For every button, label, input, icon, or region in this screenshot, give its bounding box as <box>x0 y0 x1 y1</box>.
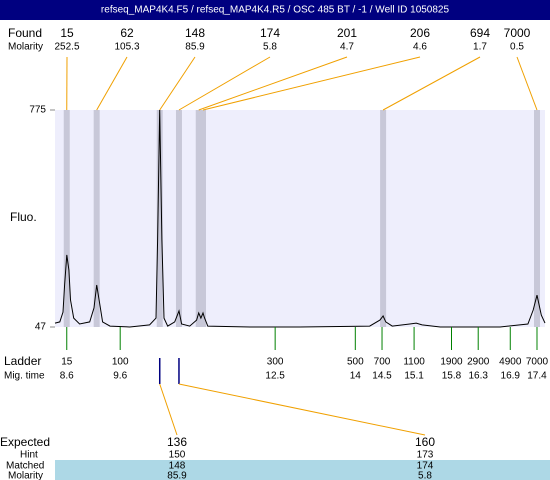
found-label: Found <box>8 26 42 40</box>
peak-band <box>533 110 540 327</box>
matched-band <box>55 460 550 480</box>
found-size: 7000 <box>504 26 531 40</box>
peak-leader <box>382 56 481 111</box>
ladder-size: 1900 <box>440 357 463 368</box>
peak-band <box>380 110 387 327</box>
ladder-size: 7000 <box>526 357 549 368</box>
hint: 150 <box>169 450 186 461</box>
ladder-time: 17.4 <box>527 371 547 382</box>
trace <box>54 109 546 328</box>
ladder-size: 4900 <box>499 357 522 368</box>
found-size: 148 <box>185 26 205 40</box>
plot-area <box>55 110 545 327</box>
peak-leader <box>516 56 538 111</box>
found-size: 62 <box>120 26 134 40</box>
hint: 173 <box>417 450 434 461</box>
ladder-time: 14 <box>350 371 362 382</box>
ladder-time: 15.1 <box>404 371 424 382</box>
found-molarity: 252.5 <box>54 42 79 53</box>
matched: 174 <box>417 461 434 472</box>
ladder-size: 1100 <box>403 357 425 368</box>
hint-label: Hint <box>20 450 38 461</box>
peak-band <box>63 110 70 327</box>
ladder-size: 300 <box>267 357 284 368</box>
ladder-label: Ladder <box>4 354 41 368</box>
y-label: Fluo. <box>10 210 37 224</box>
expected-molarity-label: Molarity <box>8 471 43 480</box>
found-size: 201 <box>337 26 357 40</box>
chart-title: refseq_MAP4K4.F5 / refseq_MAP4K4.R5 / OS… <box>101 5 450 16</box>
expected-leader <box>178 383 426 436</box>
peak-leader <box>178 56 271 111</box>
ladder-time-label: Mig. time <box>4 371 45 382</box>
ladder-time: 9.6 <box>113 371 127 382</box>
ladder-time: 12.5 <box>265 371 285 382</box>
peak-leader <box>198 56 348 111</box>
expected-molarity: 85.9 <box>167 471 187 480</box>
matched-label: Matched <box>6 461 44 472</box>
expected-label: Expected <box>0 435 50 449</box>
found-molarity: 0.5 <box>510 42 524 53</box>
found-size: 15 <box>60 26 74 40</box>
peak-band <box>200 110 207 327</box>
ladder-time: 16.9 <box>501 371 521 382</box>
matched: 148 <box>169 461 186 472</box>
peak-leader <box>96 56 128 111</box>
ladder-size: 700 <box>374 357 391 368</box>
y-tick-label: 775 <box>29 105 46 116</box>
found-molarity-label: Molarity <box>8 42 43 53</box>
ladder-time: 15.8 <box>442 371 462 382</box>
peak-band <box>195 110 202 327</box>
found-size: 174 <box>260 26 280 40</box>
found-molarity: 4.7 <box>340 42 354 53</box>
expected-size: 136 <box>167 435 187 449</box>
ladder-time: 16.3 <box>468 371 488 382</box>
ladder-size: 2900 <box>467 357 490 368</box>
ladder-time: 14.5 <box>372 371 392 382</box>
expected-size: 160 <box>415 435 435 449</box>
y-tick-label: 47 <box>35 322 47 333</box>
found-molarity: 5.8 <box>263 42 277 53</box>
found-size: 206 <box>410 26 430 40</box>
found-molarity: 105.3 <box>114 42 139 53</box>
found-molarity: 1.7 <box>473 42 487 53</box>
ladder-time: 8.6 <box>60 371 74 382</box>
expected-leader <box>159 383 178 436</box>
found-molarity: 85.9 <box>185 42 205 53</box>
expected-molarity: 5.8 <box>418 471 432 480</box>
ladder-size: 500 <box>347 357 364 368</box>
peak-leader <box>159 56 196 111</box>
ladder-size: 100 <box>112 357 129 368</box>
peak-band <box>93 110 100 327</box>
found-size: 694 <box>470 26 490 40</box>
found-molarity: 4.6 <box>413 42 427 53</box>
ladder-size: 15 <box>61 357 73 368</box>
peak-leader <box>202 56 421 111</box>
peak-band <box>175 110 182 327</box>
peak-band <box>156 110 163 327</box>
title-bar <box>0 0 550 20</box>
